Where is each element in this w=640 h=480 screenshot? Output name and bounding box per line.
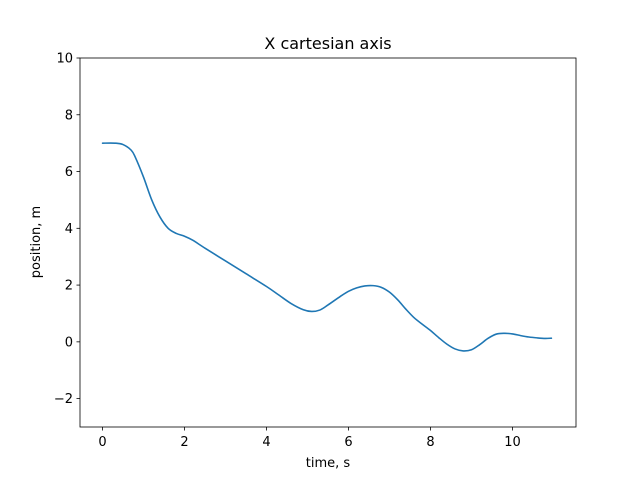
series-line [101,142,553,352]
x-tick-label: 0 [98,435,106,450]
y-tick-label: 10 [56,52,73,67]
x-tick-label: 4 [262,435,270,450]
x-tick-label: 8 [426,435,434,450]
chart-title: X cartesian axis [264,34,391,53]
y-tick-label: −2 [54,392,73,407]
y-tick-label: 8 [65,108,73,123]
y-axis-label: position, m [29,206,44,278]
x-tick-label: 2 [180,435,188,450]
y-tick-label: 2 [65,279,73,294]
plot-area-frame [79,57,577,428]
y-tick-label: 4 [65,222,73,237]
y-axis-ticks: −2 0 2 4 6 8 10 [54,52,80,407]
x-tick-label: 10 [504,435,521,450]
y-tick-label: 6 [65,165,73,180]
y-tick-label: 0 [65,335,73,350]
x-axis-ticks: 0 2 4 6 8 10 [98,427,521,450]
x-tick-label: 6 [344,435,352,450]
x-axis-label: time, s [306,456,351,471]
